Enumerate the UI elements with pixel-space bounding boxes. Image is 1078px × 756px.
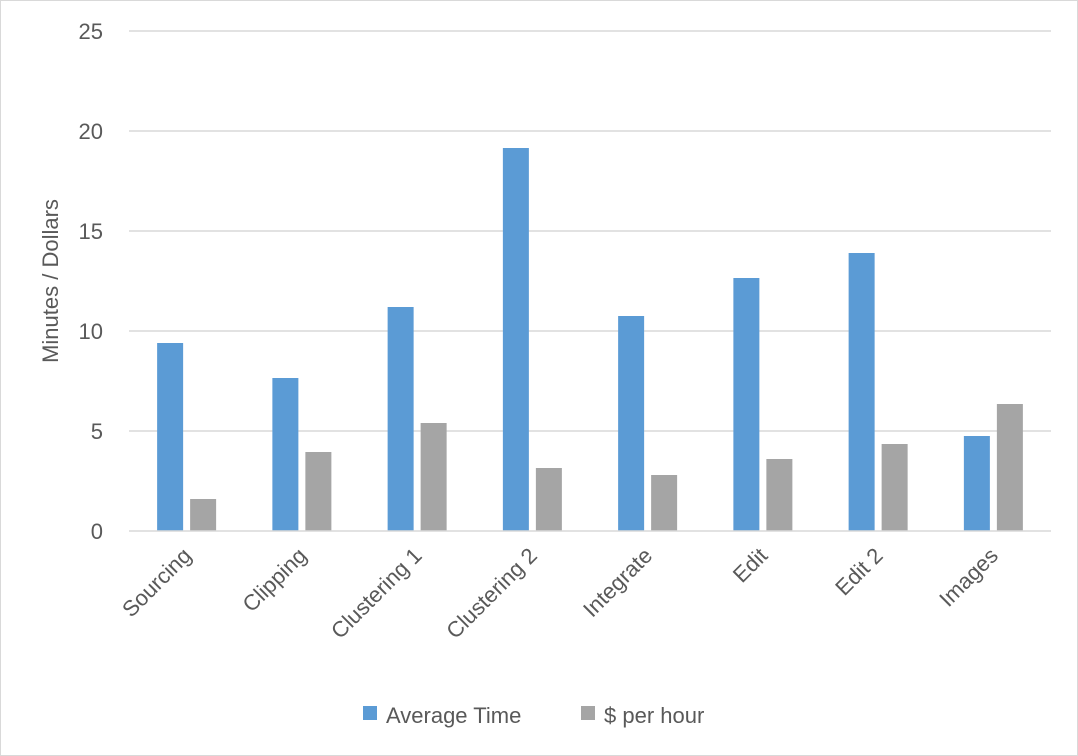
bar-dollars-per-hour xyxy=(651,475,678,531)
y-tick-label: 10 xyxy=(79,319,103,344)
legend-swatch xyxy=(581,706,595,720)
bar-average-time xyxy=(848,253,875,531)
gridlines xyxy=(129,30,1051,432)
bar-dollars-per-hour xyxy=(190,499,217,531)
x-tick-label: Edit xyxy=(728,543,772,587)
x-tick-label: Clipping xyxy=(238,543,312,617)
y-axis-title: Minutes / Dollars xyxy=(38,199,63,363)
x-tick-label: Images xyxy=(934,543,1003,612)
x-tick-label: Integrate xyxy=(578,543,657,622)
bar-average-time xyxy=(157,343,184,531)
legend-swatch xyxy=(363,706,377,720)
bar-average-time xyxy=(963,436,990,531)
bar-average-time xyxy=(618,316,645,531)
x-tick-label: Edit 2 xyxy=(830,543,887,600)
bar-average-time xyxy=(387,307,414,531)
x-tick-label: Sourcing xyxy=(117,543,196,622)
bar-dollars-per-hour xyxy=(305,452,332,531)
legend-label: $ per hour xyxy=(604,703,704,728)
bar-average-time xyxy=(272,378,299,531)
bar-dollars-per-hour xyxy=(420,423,447,531)
bar-dollars-per-hour xyxy=(881,444,908,531)
y-axis-ticks: 0 5 10 15 20 25 xyxy=(79,19,103,544)
x-axis-ticks: Sourcing Clipping Clustering 1 Clustering 2… xyxy=(117,543,1003,644)
y-tick-label: 15 xyxy=(79,219,103,244)
y-tick-label: 5 xyxy=(91,419,103,444)
bar-dollars-per-hour xyxy=(766,459,793,531)
bar-average-time xyxy=(502,148,529,531)
bar-dollars-per-hour xyxy=(996,404,1023,531)
bars xyxy=(157,148,1023,531)
y-tick-label: 0 xyxy=(91,519,103,544)
bar-dollars-per-hour xyxy=(535,468,562,531)
y-tick-label: 25 xyxy=(79,19,103,44)
x-tick-label: Clustering 1 xyxy=(326,543,427,644)
x-tick-label: Clustering 2 xyxy=(441,543,542,644)
legend: Average Time $ per hour xyxy=(363,703,704,728)
y-tick-label: 20 xyxy=(79,119,103,144)
legend-label: Average Time xyxy=(386,703,521,728)
bar-average-time xyxy=(733,278,760,531)
